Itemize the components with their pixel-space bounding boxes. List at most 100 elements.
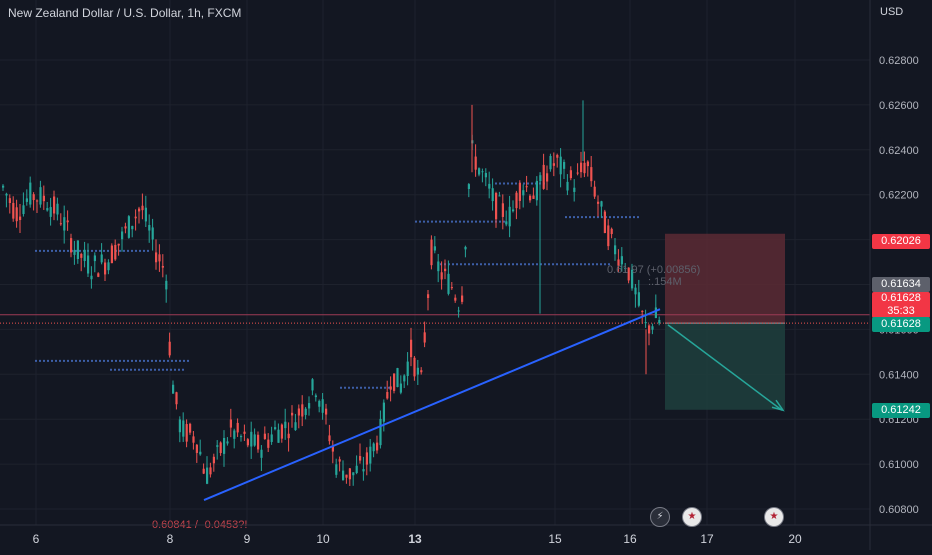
- x-tick-label: 13: [408, 532, 422, 546]
- candle-body: [614, 245, 617, 255]
- candle-body: [287, 433, 290, 439]
- candle-body: [195, 444, 198, 453]
- candle-body: [593, 186, 596, 197]
- candle-body: [297, 408, 300, 416]
- candle-body: [158, 254, 161, 262]
- candle-body: [624, 267, 627, 269]
- candle-body: [107, 262, 110, 271]
- candle-body: [76, 240, 79, 259]
- candle-body: [542, 164, 545, 189]
- candle-body: [83, 249, 86, 262]
- x-tick-label: 17: [700, 532, 714, 546]
- candle-body: [291, 412, 294, 416]
- y-tick-label: 0.62400: [879, 145, 919, 157]
- candle-body: [522, 190, 525, 196]
- candle-body: [294, 422, 297, 431]
- candle-body: [161, 266, 164, 268]
- candle-body: [423, 332, 426, 343]
- candle-body: [267, 439, 270, 448]
- candle-body: [413, 357, 416, 377]
- price-pill: 0.61242: [872, 403, 930, 418]
- candle-body: [121, 231, 124, 240]
- candle-body: [5, 193, 8, 196]
- candle-body: [342, 470, 345, 481]
- candle-body: [114, 244, 117, 260]
- candle-body: [518, 182, 521, 201]
- candle-body: [651, 326, 654, 330]
- candle-body: [124, 226, 127, 229]
- candle-body: [2, 185, 5, 188]
- x-tick-label: 20: [788, 532, 802, 546]
- candle-body: [29, 182, 32, 205]
- candle-body: [46, 208, 49, 211]
- lightning-event-icon[interactable]: ⚡: [650, 507, 670, 527]
- us-flag-event-icon[interactable]: ★: [764, 507, 784, 527]
- candle-body: [39, 187, 42, 205]
- candle-body: [212, 456, 215, 464]
- y-tick-label: 0.60800: [879, 504, 919, 516]
- candle-body: [328, 435, 331, 442]
- candle-body: [484, 173, 487, 178]
- candle-body: [365, 452, 368, 465]
- stop-loss-zone: [665, 233, 785, 324]
- candle-body: [168, 341, 171, 356]
- candle-body: [199, 451, 202, 455]
- candle-body: [172, 384, 175, 394]
- candle-body: [620, 256, 623, 265]
- candle-body: [216, 445, 219, 447]
- candle-body: [32, 194, 35, 201]
- candle-body: [396, 368, 399, 388]
- candle-body: [627, 267, 630, 281]
- candle-body: [573, 187, 576, 192]
- candle-body: [250, 431, 253, 447]
- candle-body: [617, 259, 620, 266]
- candle-body: [495, 193, 498, 220]
- candle-body: [488, 183, 491, 189]
- candle-body: [648, 325, 651, 334]
- candle-body: [253, 434, 256, 446]
- candle-body: [274, 427, 277, 430]
- candle-body: [263, 433, 266, 440]
- candle-body: [134, 216, 137, 219]
- candle-body: [87, 255, 90, 274]
- candle-body: [597, 201, 600, 204]
- price-pill: 0.61634: [872, 277, 930, 292]
- y-tick-label: 0.62200: [879, 190, 919, 202]
- candle-body: [318, 400, 321, 407]
- x-tick-label: 15: [548, 532, 562, 546]
- candle-body: [53, 196, 56, 214]
- candle-body: [219, 442, 222, 454]
- candle-body: [586, 161, 589, 167]
- candle-body: [546, 173, 549, 182]
- candle-body: [246, 439, 249, 446]
- candle-body: [175, 392, 178, 405]
- symbol-title[interactable]: New Zealand Dollar / U.S. Dollar, 1h, FX…: [8, 6, 242, 20]
- candle-body: [90, 275, 93, 280]
- candle-body: [59, 223, 62, 225]
- candle-body: [447, 273, 450, 294]
- candle-body: [56, 203, 59, 215]
- position-info-subtext: :.154M: [648, 276, 682, 288]
- candle-body: [189, 423, 192, 433]
- candle-body: [8, 198, 11, 203]
- candle-body: [345, 474, 348, 478]
- candle-body: [151, 227, 154, 240]
- candle-body: [335, 464, 338, 475]
- candle-body: [532, 195, 535, 199]
- candle-body: [127, 216, 130, 238]
- us-flag-event-icon[interactable]: ★: [682, 507, 702, 527]
- candle-body: [25, 198, 28, 202]
- position-info-text: 0.61 97 (+0.00856): [607, 264, 700, 276]
- candle-body: [416, 367, 419, 375]
- price-pill: 0.61628 35:33: [872, 292, 930, 318]
- candle-body: [529, 195, 532, 201]
- candle-body: [36, 200, 39, 202]
- candle-body: [311, 379, 314, 391]
- candle-body: [117, 243, 120, 246]
- candle-body: [389, 386, 392, 390]
- candle-body: [192, 436, 195, 443]
- candle-body: [549, 155, 552, 170]
- candle-body: [277, 429, 280, 443]
